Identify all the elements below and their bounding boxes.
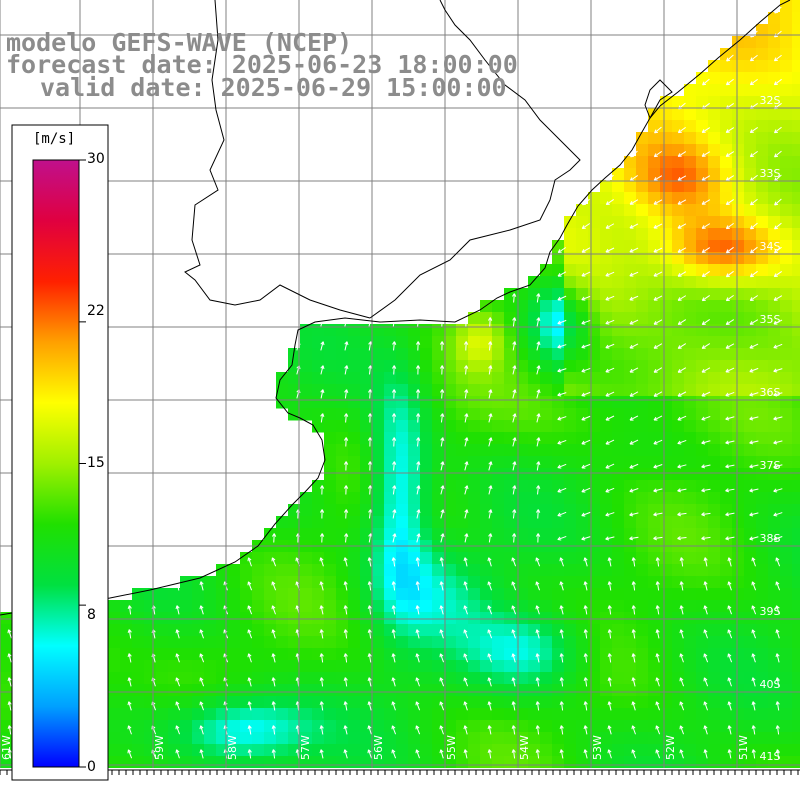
- lat-label: 37S: [760, 459, 781, 472]
- colorbar-gradient: [32, 159, 80, 768]
- lon-label: 55W: [445, 735, 458, 760]
- lat-label: 41S: [760, 750, 781, 763]
- colorbar-tick-label: 30: [87, 151, 105, 167]
- colorbar-tick-label: 0: [87, 759, 96, 775]
- lon-label: 57W: [299, 735, 312, 760]
- colorbar-tick-label: 8: [87, 607, 96, 623]
- lat-label: 34S: [760, 240, 781, 253]
- lat-label: 39S: [760, 605, 781, 618]
- model-title: modelo GEFS-WAVE (NCEP): [6, 28, 353, 57]
- lat-label: 40S: [760, 678, 781, 691]
- lon-label: 54W: [518, 735, 531, 760]
- lon-label: 59W: [153, 735, 166, 760]
- lon-label: 52W: [664, 735, 677, 760]
- lat-label: 36S: [760, 386, 781, 399]
- lon-label: 53W: [591, 735, 604, 760]
- lat-label: 35S: [760, 313, 781, 326]
- lon-label: 58W: [226, 735, 239, 760]
- lat-label: 38S: [760, 532, 781, 545]
- colorbar-unit: [m/s]: [33, 131, 76, 147]
- lon-label: 61W: [0, 735, 13, 760]
- colorbar-tick-label: 22: [87, 303, 105, 319]
- lat-label: 32S: [760, 94, 781, 107]
- lon-label: 51W: [737, 735, 750, 760]
- colorbar-tick-label: 15: [87, 455, 105, 471]
- valid-date: valid date: 2025-06-29 15:00:00: [40, 73, 507, 102]
- lon-label: 56W: [372, 735, 385, 760]
- forecast-date: forecast date: 2025-06-23 18:00:00: [6, 50, 518, 79]
- lat-label: 33S: [760, 167, 781, 180]
